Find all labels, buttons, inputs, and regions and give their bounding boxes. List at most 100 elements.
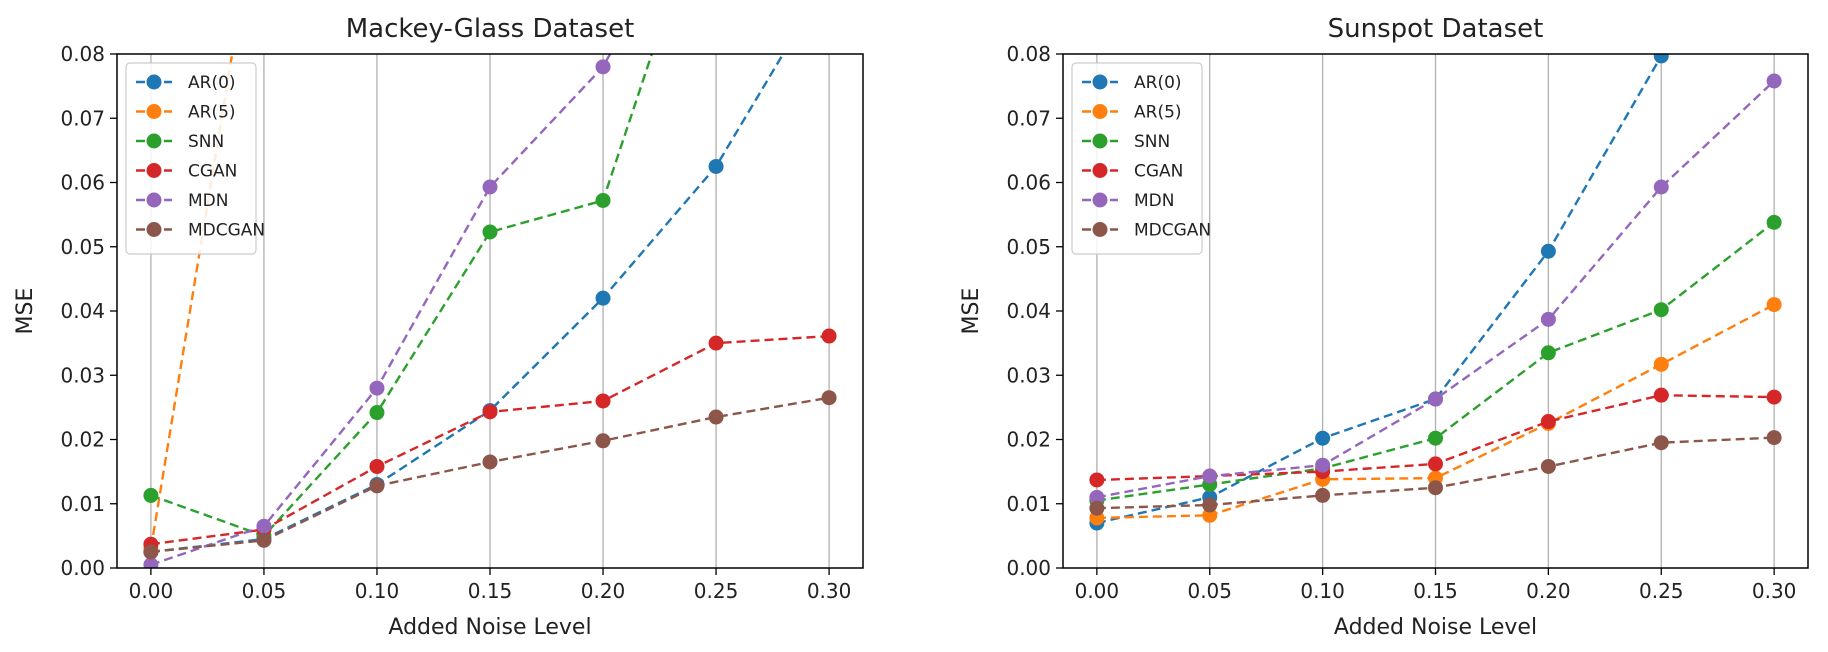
y-tick-label: 0.08 xyxy=(60,42,105,66)
data-point xyxy=(595,393,611,409)
x-tick-label: 0.15 xyxy=(468,579,513,603)
y-tick-label: 0.00 xyxy=(60,556,105,580)
y-tick-label: 0.01 xyxy=(1006,492,1051,516)
x-tick-label: 0.00 xyxy=(129,579,174,603)
y-tick-label: 0.02 xyxy=(60,428,105,452)
y-tick-label: 0.03 xyxy=(1006,363,1051,387)
legend-label: MDCGAN xyxy=(1134,221,1211,241)
data-point xyxy=(1428,391,1443,407)
y-tick-label: 0.07 xyxy=(60,106,105,130)
series-mdn xyxy=(143,54,612,568)
series-line xyxy=(149,54,234,549)
chart-title: Sunspot Dataset xyxy=(1328,14,1544,44)
series-line xyxy=(150,54,612,566)
data-point xyxy=(1315,457,1331,473)
y-tick-label: 0.05 xyxy=(60,235,105,259)
x-axis-title: Added Noise Level xyxy=(1334,615,1537,640)
legend-marker xyxy=(146,192,162,208)
data-point xyxy=(1653,387,1669,403)
data-point xyxy=(595,192,611,208)
y-tick-label: 0.06 xyxy=(1006,171,1051,195)
data-point xyxy=(1653,179,1669,195)
legend: AR(0) AR(5) SNN CGAN MDN MDCGAN xyxy=(125,62,265,255)
legend-marker xyxy=(1092,163,1108,178)
data-point xyxy=(1653,54,1669,64)
data-point xyxy=(821,390,837,406)
chart-panel-2: 0.00 0.05 0.10 0.15 0.20 0.25 0.30 0.00 0.01 0.02… xyxy=(959,14,1809,640)
data-point xyxy=(1540,458,1556,474)
legend-label: MDCGAN xyxy=(188,221,265,241)
legend-label: CGAN xyxy=(188,162,237,182)
data-point xyxy=(1202,497,1218,513)
legend-label: SNN xyxy=(188,132,224,152)
data-point xyxy=(595,59,611,75)
series-line xyxy=(150,54,654,538)
y-tick-label: 0.04 xyxy=(1006,299,1051,323)
legend: AR(0) AR(5) SNN CGAN MDN MDCGAN xyxy=(1071,62,1211,255)
x-tick-label: 0.20 xyxy=(1526,579,1571,603)
legend-marker xyxy=(1092,74,1108,90)
plot-frame xyxy=(116,53,864,569)
data-point xyxy=(595,290,611,306)
data-point xyxy=(482,179,498,195)
data-point xyxy=(1202,468,1218,484)
data-point xyxy=(1089,472,1105,488)
x-tick-label: 0.05 xyxy=(242,579,287,603)
y-tick-label: 0.05 xyxy=(1006,235,1051,259)
data-point xyxy=(821,328,837,344)
data-point xyxy=(1766,297,1782,313)
data-point xyxy=(143,544,159,560)
plot-frame xyxy=(1062,53,1809,569)
data-point xyxy=(1653,356,1669,372)
data-point xyxy=(369,458,385,474)
data-point xyxy=(1653,302,1669,318)
y-tick-label: 0.07 xyxy=(1006,106,1051,130)
y-tick-label: 0.06 xyxy=(60,171,105,195)
x-tick-label: 0.25 xyxy=(694,579,739,603)
y-tick-label: 0.01 xyxy=(60,492,105,516)
data-point xyxy=(1766,73,1782,89)
data-point xyxy=(482,224,498,240)
data-point xyxy=(708,409,724,425)
data-point xyxy=(1202,507,1218,523)
data-point xyxy=(1089,500,1105,516)
data-point xyxy=(369,405,385,421)
x-tick-label: 0.30 xyxy=(1752,579,1797,603)
chart-panel-1: 0.00 0.05 0.10 0.15 0.20 0.25 0.30 0.00 0.01 0.02… xyxy=(13,14,864,640)
legend-label: CGAN xyxy=(1134,162,1183,182)
x-tick-label: 0.30 xyxy=(807,579,852,603)
y-tick-label: 0.08 xyxy=(1006,42,1051,66)
y-tick-label: 0.04 xyxy=(60,299,105,323)
legend-marker xyxy=(1092,133,1108,149)
x-tick-label: 0.00 xyxy=(1075,579,1120,603)
data-point xyxy=(1540,243,1556,259)
chart-title: Mackey-Glass Dataset xyxy=(346,14,635,44)
data-point xyxy=(1089,489,1105,505)
legend-label: AR(5) xyxy=(1134,103,1182,123)
data-point xyxy=(256,518,272,534)
series-mdcgan xyxy=(1089,430,1782,516)
legend-marker xyxy=(146,104,162,119)
data-point xyxy=(1540,414,1556,430)
data-point xyxy=(1428,430,1443,446)
data-point xyxy=(1315,430,1331,446)
legend-marker xyxy=(146,133,162,149)
data-point xyxy=(1540,345,1556,361)
data-point xyxy=(1766,430,1782,446)
data-point xyxy=(595,433,611,449)
legend-label: SNN xyxy=(1134,132,1170,152)
data-point xyxy=(256,532,272,548)
x-axis-title: Added Noise Level xyxy=(388,615,591,640)
data-point xyxy=(369,478,385,494)
data-point xyxy=(1766,214,1782,230)
data-point xyxy=(708,335,724,351)
data-point xyxy=(482,404,498,420)
data-point xyxy=(1428,456,1443,472)
legend-label: AR(5) xyxy=(188,103,236,123)
x-tick-label: 0.20 xyxy=(581,579,626,603)
legend-marker xyxy=(146,222,162,237)
legend-label: AR(0) xyxy=(188,73,236,93)
x-tick-label: 0.10 xyxy=(1300,579,1345,603)
data-point xyxy=(369,380,385,396)
y-tick-label: 0.03 xyxy=(60,363,105,387)
